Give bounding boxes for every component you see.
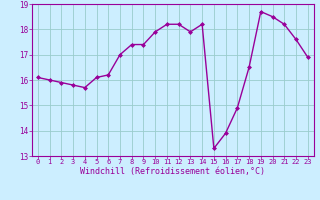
X-axis label: Windchill (Refroidissement éolien,°C): Windchill (Refroidissement éolien,°C) <box>80 167 265 176</box>
